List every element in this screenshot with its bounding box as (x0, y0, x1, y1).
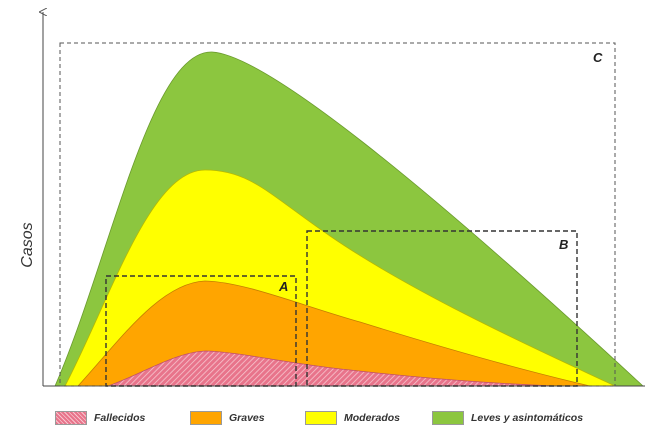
box-a (105, 275, 297, 387)
legend-item-leves: Leves y asintomáticos (432, 410, 583, 426)
box-a-label: A (279, 279, 289, 294)
legend-label-moderados: Moderados (344, 412, 401, 424)
box-b-label: B (559, 237, 569, 252)
legend-label-fallecidos: Fallecidos (94, 412, 146, 424)
legend-swatch-moderados (305, 411, 337, 425)
legend-swatch-graves (190, 411, 222, 425)
legend-swatch-leves (432, 411, 464, 425)
box-b (306, 230, 578, 387)
legend-label-leves: Leves y asintomáticos (471, 412, 584, 424)
legend-item-graves: Graves (190, 410, 265, 426)
legend-label-graves: Graves (229, 412, 265, 424)
y-axis-label: Casos (19, 222, 36, 268)
area-fallecidos (107, 350, 556, 387)
legend-item-fallecidos: Fallecidos (55, 410, 145, 426)
legend-swatch-fallecidos (55, 411, 87, 425)
box-c (59, 42, 616, 387)
box-c-label: C (593, 50, 603, 65)
legend-item-moderados: Moderados (305, 410, 400, 426)
legend: Fallecidos Graves Moderados Leves y asin… (0, 410, 647, 428)
